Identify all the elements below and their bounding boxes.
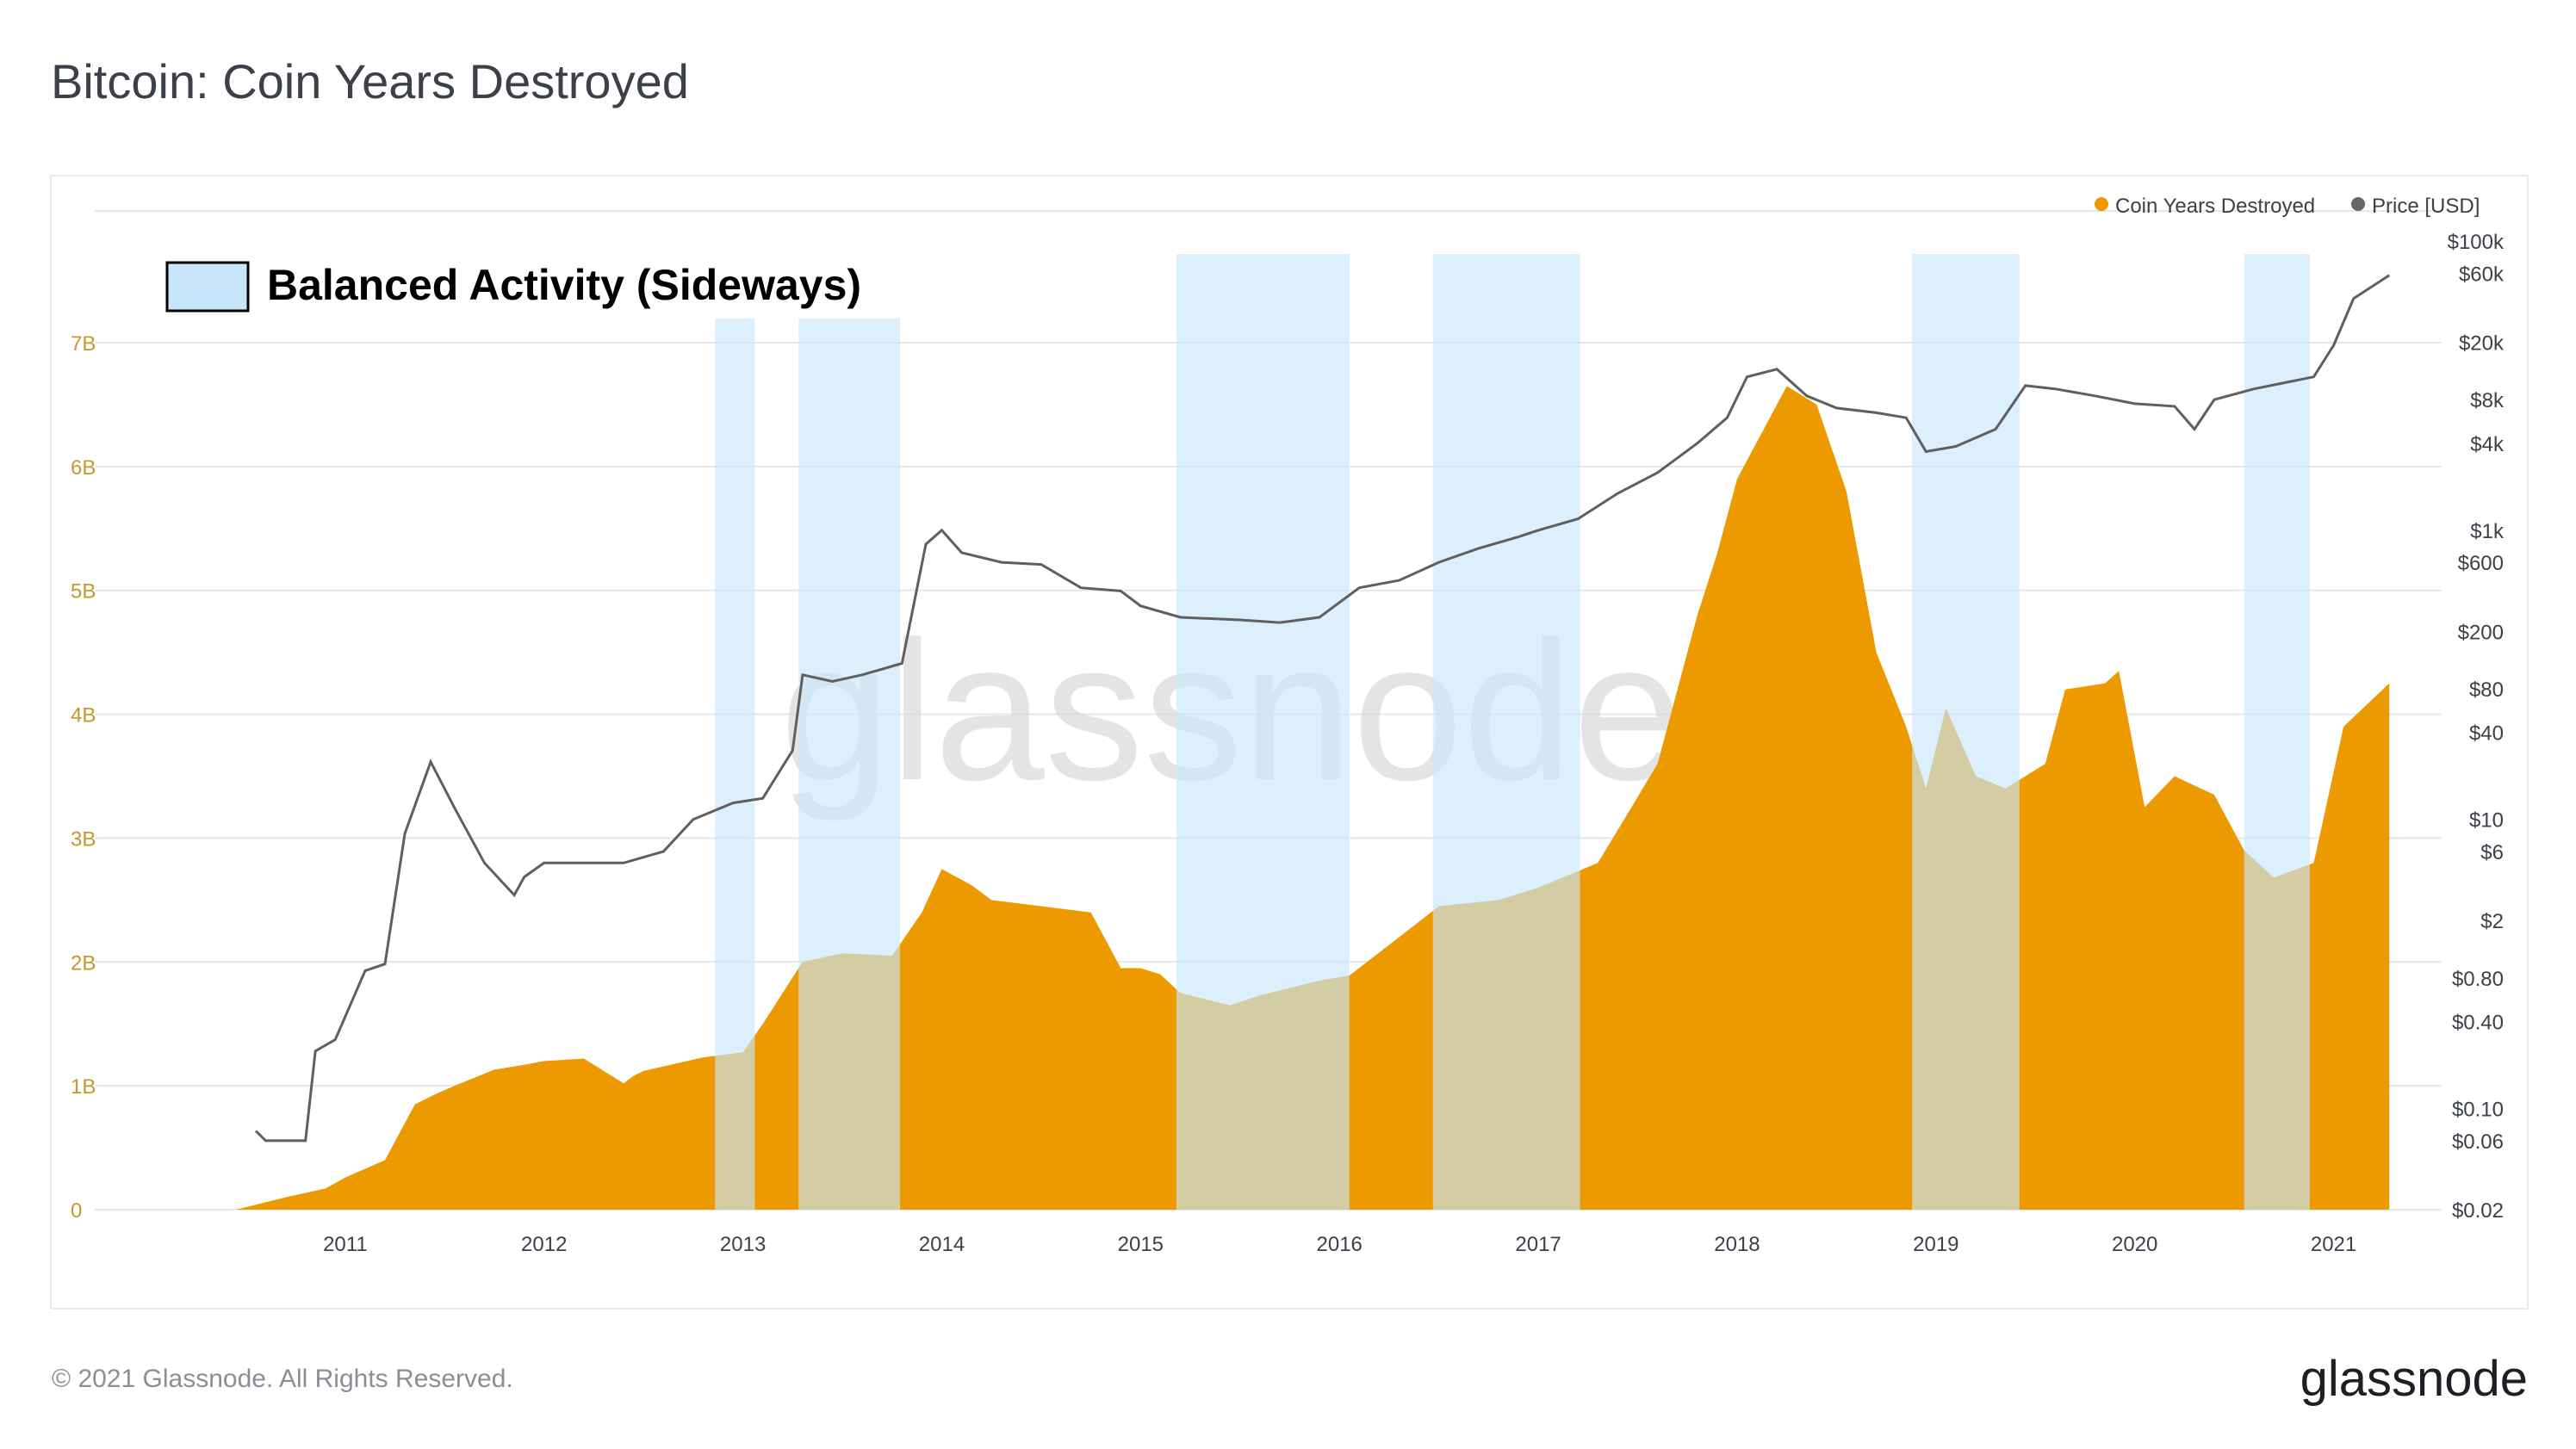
x-axis-ticks: 2011 2012 2013 2014 2015 2016 2017 2018 2019 2020…: [323, 1233, 2356, 1256]
right-tick-label: $40: [2469, 722, 2504, 746]
right-tick-label: $200: [2458, 621, 2504, 644]
x-tick-label: 2020: [2112, 1233, 2157, 1256]
right-tick-label: $8k: [2470, 389, 2505, 412]
left-tick-label: 4B: [71, 704, 96, 728]
annotation-label: Balanced Activity (Sideways): [267, 261, 861, 309]
x-tick-label: 2017: [1515, 1233, 1561, 1256]
balanced-activity-band: [1432, 254, 1580, 1210]
balanced-activity-band: [1912, 254, 2020, 1210]
left-tick-label: 7B: [71, 332, 96, 356]
left-tick-label: 6B: [71, 456, 96, 480]
legend-cyd-dot: [2095, 197, 2108, 211]
right-tick-label: $10: [2469, 809, 2504, 833]
legend-price-dot: [2351, 197, 2365, 211]
right-tick-label: $20k: [2459, 331, 2505, 355]
balanced-activity-band: [2244, 254, 2310, 1210]
brand-logo: glassnode: [2300, 1351, 2528, 1407]
x-tick-label: 2012: [521, 1233, 567, 1256]
right-tick-label: $600: [2458, 552, 2504, 575]
right-tick-label: $80: [2469, 678, 2504, 702]
x-tick-label: 2018: [1714, 1233, 1760, 1256]
x-tick-label: 2019: [1913, 1233, 1958, 1256]
x-tick-label: 2011: [323, 1233, 368, 1256]
coin-years-destroyed-area: [235, 386, 2390, 1210]
x-tick-label: 2015: [1118, 1233, 1164, 1256]
balanced-activity-band: [715, 319, 755, 1210]
right-axis-ticks: $100k $60k $20k $8k $4k $1k $600 $200 $80 $40 $10 $…: [2448, 231, 2505, 1223]
right-tick-label: $0.02: [2452, 1199, 2504, 1223]
right-tick-label: $2: [2480, 910, 2504, 933]
right-tick-label: $0.06: [2452, 1130, 2504, 1154]
x-tick-label: 2021: [2311, 1233, 2356, 1256]
x-tick-label: 2016: [1317, 1233, 1362, 1256]
right-tick-label: $0.40: [2452, 1012, 2504, 1035]
left-tick-label: 2B: [71, 951, 96, 975]
right-tick-label: $100k: [2448, 231, 2505, 254]
right-tick-label: $6: [2480, 841, 2504, 864]
x-tick-label: 2014: [919, 1233, 965, 1256]
left-tick-label: 1B: [71, 1075, 96, 1099]
balanced-activity-legend: Balanced Activity (Sideways): [165, 261, 861, 313]
copyright-text: © 2021 Glassnode. All Rights Reserved.: [52, 1365, 513, 1393]
right-tick-label: $60k: [2459, 263, 2505, 286]
right-tick-label: $4k: [2470, 433, 2505, 456]
legend-cyd-label: Coin Years Destroyed: [2115, 195, 2315, 218]
legend-price-label: Price [USD]: [2372, 195, 2480, 218]
annotation-swatch: [165, 261, 250, 313]
left-tick-label: 5B: [71, 580, 96, 604]
x-tick-label: 2013: [720, 1233, 766, 1256]
price-line: [254, 274, 2391, 1142]
legend: Coin Years Destroyed Price [USD]: [2095, 195, 2480, 218]
balanced-activity-band: [798, 319, 900, 1210]
page-title: Bitcoin: Coin Years Destroyed: [51, 54, 689, 108]
balanced-activity-bands: [715, 254, 2310, 1210]
balanced-activity-band: [1176, 254, 1350, 1210]
left-axis-ticks: 0 1B 2B 3B 4B 5B 6B 7B: [71, 332, 96, 1223]
right-tick-label: $0.10: [2452, 1099, 2504, 1122]
right-tick-label: $1k: [2470, 520, 2505, 543]
left-tick-label: 0: [71, 1199, 82, 1223]
left-tick-label: 3B: [71, 827, 96, 851]
right-tick-label: $0.80: [2452, 968, 2504, 991]
